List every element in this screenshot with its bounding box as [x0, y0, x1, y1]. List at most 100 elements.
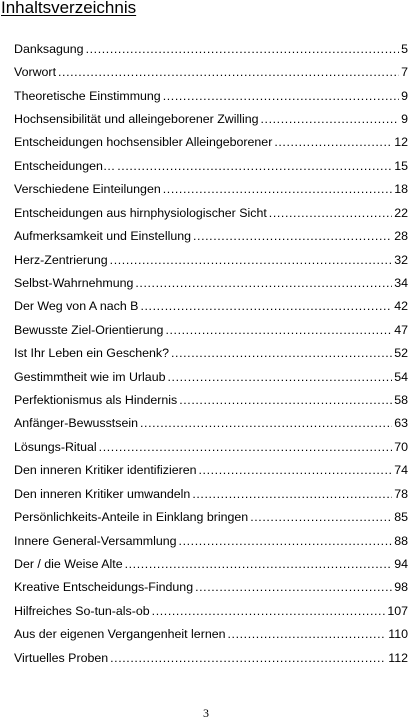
toc-entry[interactable]: Entscheidungen aus hirnphysiologischer S…	[14, 201, 408, 224]
toc-dot-leader	[99, 439, 393, 455]
toc-entry[interactable]: Den inneren Kritiker umwandeln 78	[14, 482, 408, 505]
toc-entry[interactable]: Ist Ihr Leben ein Geschenk? 52	[14, 341, 408, 364]
toc-entry-page-number: 22	[394, 205, 408, 220]
toc-entry[interactable]: Aus der eigenen Vergangenheit lernen 110	[14, 623, 408, 646]
toc-entry-page-number: 94	[394, 556, 408, 571]
toc-dot-leader	[199, 462, 393, 478]
toc-entry[interactable]: Der Weg von A nach B 42	[14, 295, 408, 318]
toc-entry-page-number: 112	[388, 650, 408, 665]
toc-entry-title: Den inneren Kritiker identifizieren	[14, 463, 197, 478]
toc-dot-leader	[117, 158, 392, 174]
toc-entry-title: Bewusste Ziel-Orientierung	[14, 322, 164, 337]
toc-entry[interactable]: Vorwort 7	[14, 60, 408, 83]
toc-dot-leader	[163, 88, 399, 104]
toc-entry-page-number: 34	[394, 275, 408, 290]
toc-dot-leader	[228, 626, 387, 642]
toc-entry-page-number: 15	[394, 158, 408, 173]
toc-entry-page-number: 63	[394, 416, 408, 431]
toc-entry-title: Hochsensibilität und alleingeborener Zwi…	[14, 111, 259, 126]
toc-entry[interactable]: Innere General-Versammlung 88	[14, 529, 408, 552]
toc-dot-leader	[195, 579, 392, 595]
toc-entry[interactable]: Entscheidungen… 15	[14, 154, 408, 177]
toc-entry-title: Virtuelles Proben	[14, 650, 109, 665]
toc-entry[interactable]: Hilfreiches So-tun-als-ob 107	[14, 599, 408, 622]
toc-dot-leader	[110, 252, 393, 268]
toc-entry[interactable]: Hochsensibilität und alleingeborener Zwi…	[14, 107, 408, 130]
toc-entry-title: Danksagung	[14, 41, 84, 56]
toc-dot-leader	[192, 486, 392, 502]
toc-entry[interactable]: Kreative Entscheidungs-Findung 98	[14, 576, 408, 599]
toc-entry[interactable]: Selbst-Wahrnehmung 34	[14, 271, 408, 294]
toc-entry[interactable]: Aufmerksamkeit und Einstellung 28	[14, 224, 408, 247]
toc-entry[interactable]: Virtuelles Proben 112	[14, 646, 408, 669]
toc-entry-page-number: 88	[394, 533, 408, 548]
toc-entry[interactable]: Herz-Zentrierung 32	[14, 248, 408, 271]
toc-entry-title: Der Weg von A nach B	[14, 299, 139, 314]
toc-dot-leader	[274, 134, 392, 150]
toc-entry[interactable]: Entscheidungen hochsensibler Alleingebor…	[14, 131, 408, 154]
toc-entry-page-number: 9	[401, 111, 408, 126]
toc-entry[interactable]: Persönlichkeits-Anteile in Einklang brin…	[14, 505, 408, 528]
toc-entry-title: Theoretische Einstimmung	[14, 88, 161, 103]
table-of-contents: Danksagung 5 Vorwort 7 Theoretische Einstimm…	[14, 37, 408, 669]
toc-entry-page-number: 98	[394, 580, 408, 595]
toc-entry[interactable]: Bewusste Ziel-Orientierung 47	[14, 318, 408, 341]
toc-entry-page-number: 9	[401, 88, 408, 103]
toc-entry-title: Der / die Weise Alte	[14, 556, 123, 571]
toc-entry-title: Aus der eigenen Vergangenheit lernen	[14, 627, 226, 642]
toc-entry-page-number: 78	[394, 486, 408, 501]
page-number: 3	[203, 706, 209, 720]
toc-entry-page-number: 5	[401, 41, 408, 56]
toc-entry-page-number: 110	[388, 627, 408, 642]
toc-entry-page-number: 32	[394, 252, 408, 267]
toc-entry-title: Vorwort	[14, 65, 57, 80]
toc-dot-leader	[179, 533, 393, 549]
toc-dot-leader	[125, 556, 393, 572]
toc-entry-title: Lösungs-Ritual	[14, 439, 97, 454]
toc-entry-title: Entscheidungen aus hirnphysiologischer S…	[14, 205, 267, 220]
toc-entry-page-number: 58	[394, 393, 408, 408]
toc-dot-leader	[163, 181, 392, 197]
toc-entry-page-number: 54	[394, 369, 408, 384]
toc-entry[interactable]: Anfänger-Bewusstsein 63	[14, 412, 408, 435]
toc-dot-leader	[171, 345, 392, 361]
toc-entry-page-number: 107	[387, 603, 408, 618]
toc-entry[interactable]: Perfektionismus als Hindernis 58	[14, 388, 408, 411]
toc-entry[interactable]: Lösungs-Ritual 70	[14, 435, 408, 458]
toc-entry-page-number: 52	[394, 346, 408, 361]
toc-dot-leader	[140, 415, 392, 431]
toc-dot-leader	[140, 298, 392, 314]
toc-dot-leader	[261, 111, 400, 127]
toc-entry-page-number: 70	[394, 439, 408, 454]
toc-entry-title: Gestimmtheit wie im Urlaub	[14, 369, 166, 384]
toc-entry-page-number: 85	[394, 510, 408, 525]
toc-entry-title: Den inneren Kritiker umwandeln	[14, 486, 191, 501]
toc-entry-title: Innere General-Versammlung	[14, 533, 177, 548]
toc-entry[interactable]: Danksagung 5	[14, 37, 408, 60]
toc-entry-title: Kreative Entscheidungs-Findung	[14, 580, 194, 595]
toc-entry-page-number: 7	[401, 65, 408, 80]
toc-entry-title: Anfänger-Bewusstsein	[14, 416, 138, 431]
toc-dot-leader	[135, 275, 392, 291]
toc-entry-title: Aufmerksamkeit und Einstellung	[14, 229, 191, 244]
toc-entry-page-number: 12	[394, 135, 408, 150]
toc-entry-title: Hilfreiches So-tun-als-ob	[14, 603, 150, 618]
toc-dot-leader	[165, 322, 392, 338]
toc-entry-title: Herz-Zentrierung	[14, 252, 108, 267]
toc-dot-leader	[167, 369, 392, 385]
toc-dot-leader	[250, 509, 392, 525]
toc-entry-title: Perfektionismus als Hindernis	[14, 393, 178, 408]
toc-entry-title: Ist Ihr Leben ein Geschenk?	[14, 346, 169, 361]
toc-dot-leader	[110, 650, 386, 666]
toc-entry[interactable]: Den inneren Kritiker identifizieren 74	[14, 459, 408, 482]
toc-entry[interactable]: Verschiedene Einteilungen 18	[14, 178, 408, 201]
toc-entry-title: Entscheidungen hochsensibler Alleingebor…	[14, 135, 273, 150]
toc-entry[interactable]: Gestimmtheit wie im Urlaub 54	[14, 365, 408, 388]
toc-entry-title: Entscheidungen…	[14, 158, 116, 173]
toc-entry-page-number: 18	[394, 182, 408, 197]
toc-entry[interactable]: Theoretische Einstimmung 9	[14, 84, 408, 107]
toc-dot-leader	[179, 392, 392, 408]
toc-entry-page-number: 28	[394, 229, 408, 244]
toc-entry[interactable]: Der / die Weise Alte 94	[14, 552, 408, 575]
toc-entry-page-number: 42	[394, 299, 408, 314]
